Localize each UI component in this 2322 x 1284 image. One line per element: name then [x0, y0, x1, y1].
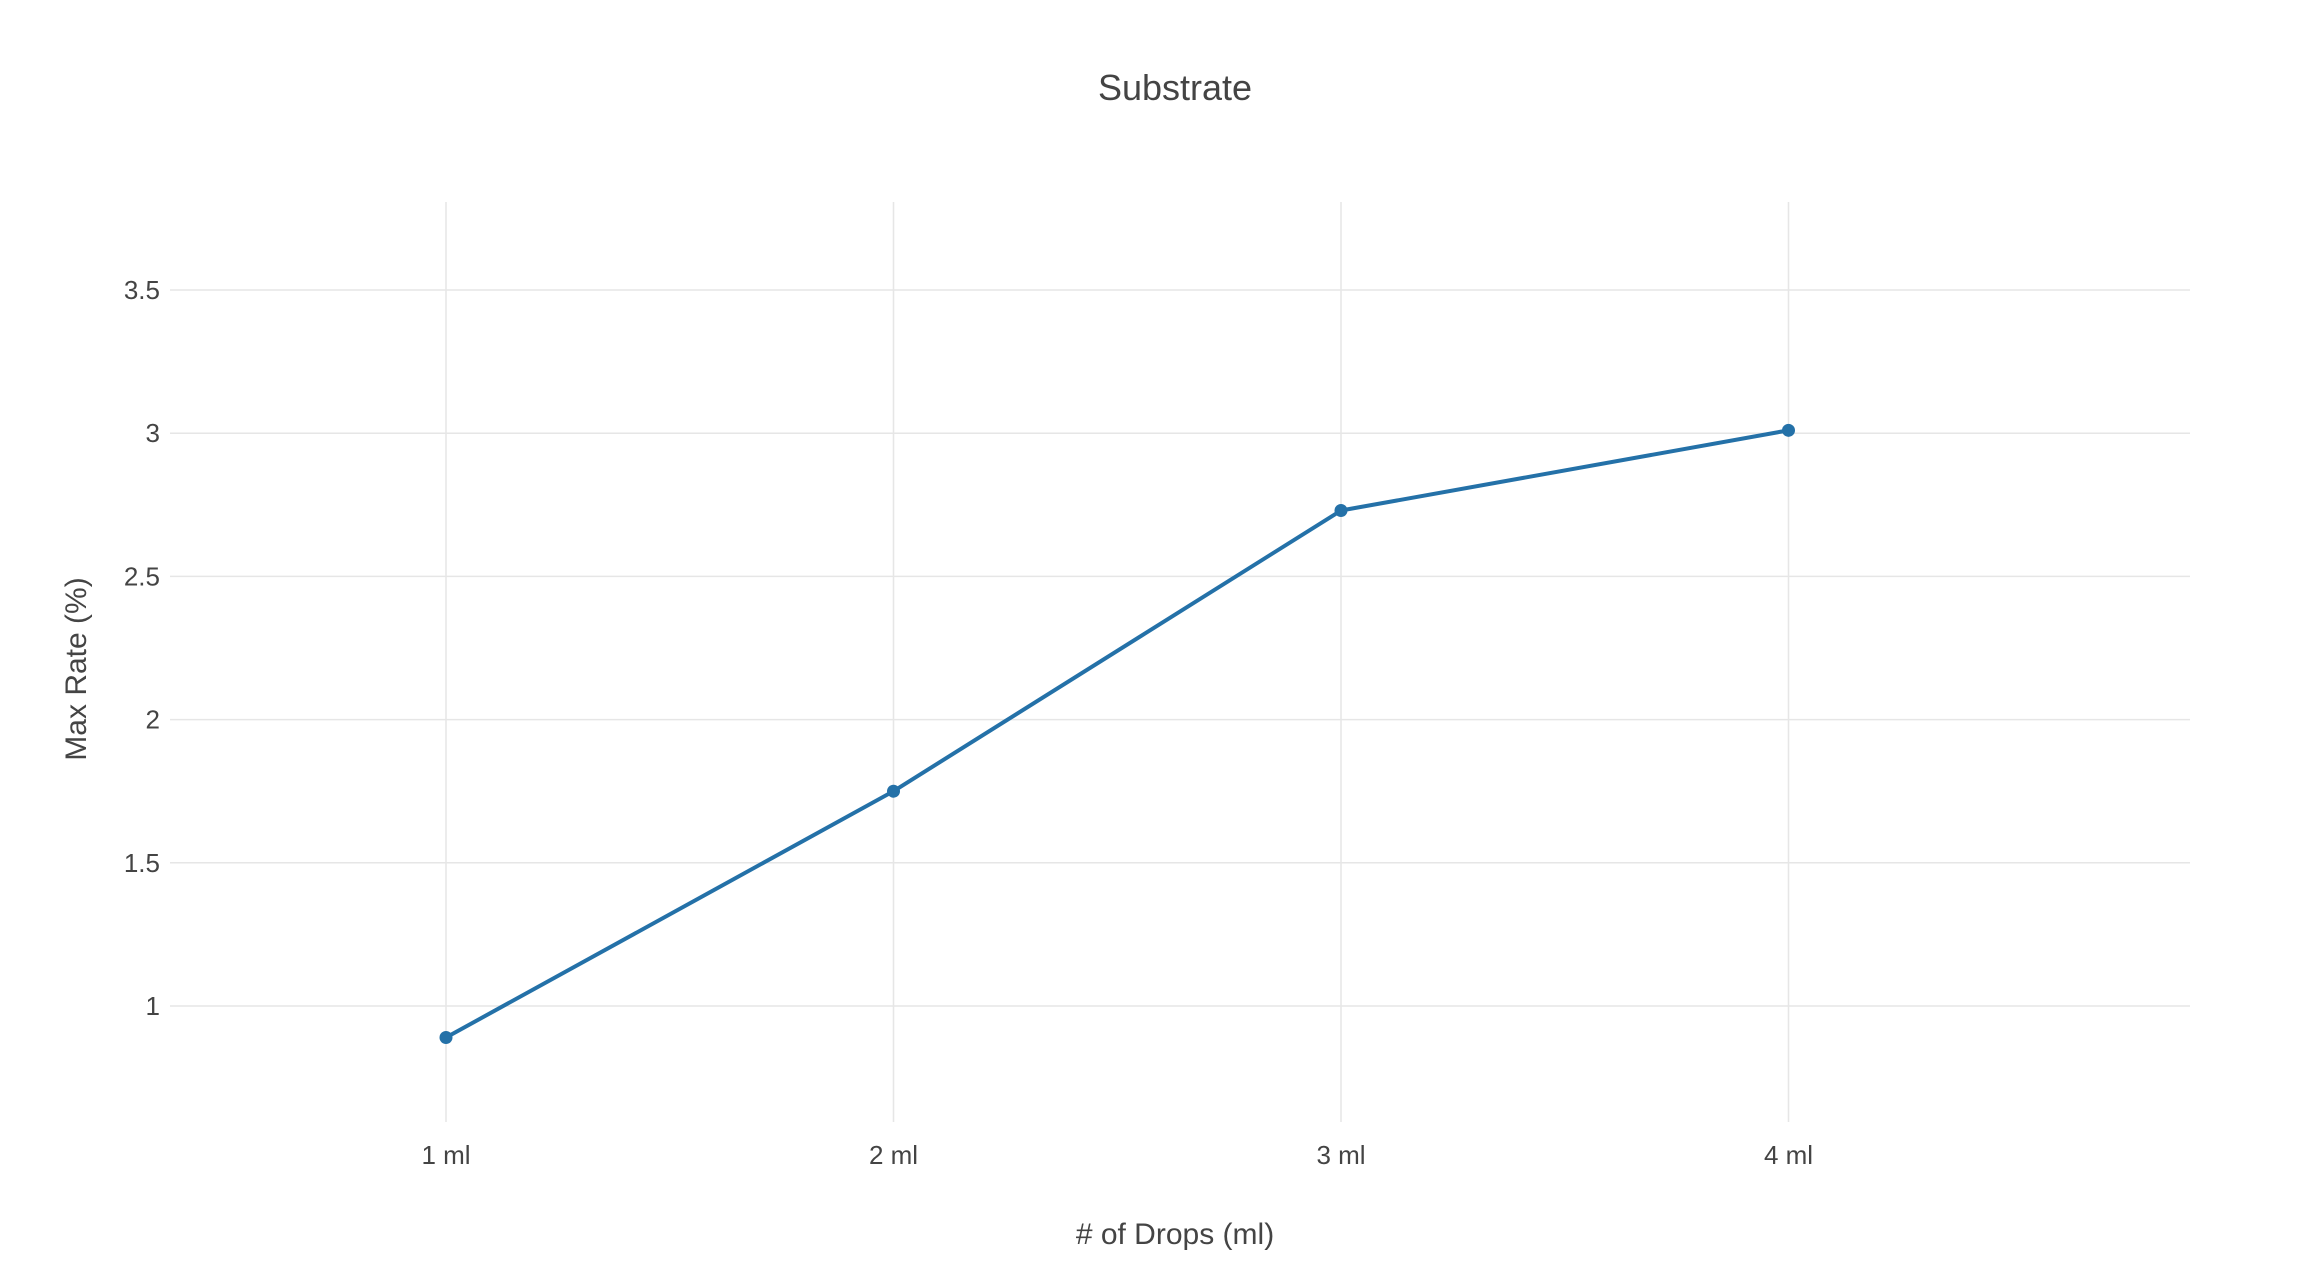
data-point[interactable]: [1782, 423, 1795, 437]
y-axis-title: Max Rate (%): [60, 577, 93, 760]
x-tick-label: 4 ml: [1764, 1140, 1813, 1170]
y-tick-label: 2: [146, 705, 160, 735]
data-point[interactable]: [887, 784, 900, 798]
gridlines: [170, 202, 2190, 1122]
x-tick-label: 3 ml: [1316, 1140, 1365, 1170]
chart-title: Substrate: [1098, 67, 1252, 108]
data-point[interactable]: [1334, 504, 1348, 518]
y-axis-ticks: 1 1.5 2 2.5 3 3.5: [124, 275, 160, 1021]
y-tick-label: 3: [146, 418, 160, 448]
series-line: [444, 428, 1791, 1040]
y-tick-label: 3.5: [124, 275, 160, 305]
data-points: [439, 423, 1795, 1045]
x-axis-title: # of Drops (ml): [1076, 1218, 1274, 1251]
y-tick-label: 1: [146, 991, 160, 1021]
x-tick-label: 2 ml: [869, 1140, 918, 1170]
x-tick-label: 1 ml: [421, 1140, 470, 1170]
y-tick-label: 2.5: [124, 561, 160, 591]
series-line-layer: [444, 428, 1791, 1040]
data-point[interactable]: [439, 1031, 453, 1045]
y-tick-label: 1.5: [124, 848, 160, 878]
x-axis-ticks: 1 ml 2 ml 3 ml 4 ml: [421, 1140, 1813, 1170]
